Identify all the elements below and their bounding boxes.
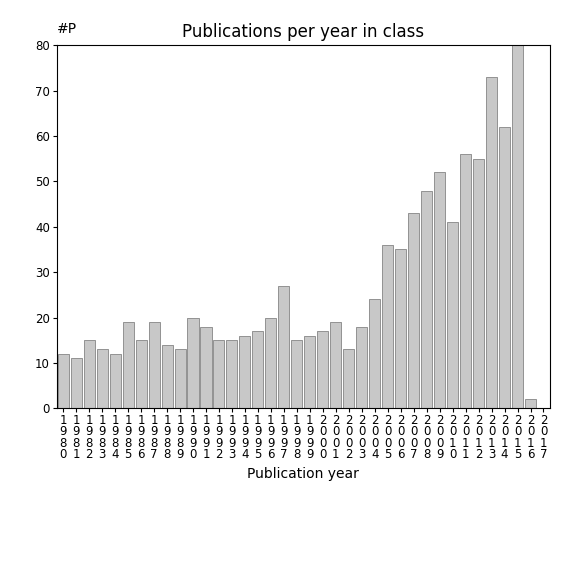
- Bar: [343, 349, 354, 408]
- Title: Publications per year in class: Publications per year in class: [182, 23, 425, 41]
- Bar: [473, 159, 484, 408]
- Bar: [278, 286, 289, 408]
- Bar: [58, 354, 69, 408]
- Bar: [421, 191, 432, 408]
- Bar: [213, 340, 225, 408]
- Bar: [96, 349, 108, 408]
- Bar: [136, 340, 147, 408]
- Bar: [265, 318, 276, 408]
- Bar: [460, 154, 471, 408]
- Bar: [71, 358, 82, 408]
- Bar: [331, 322, 341, 408]
- Bar: [318, 331, 328, 408]
- Bar: [486, 77, 497, 408]
- Bar: [447, 222, 458, 408]
- Bar: [162, 345, 172, 408]
- Bar: [252, 331, 264, 408]
- Bar: [434, 172, 445, 408]
- Bar: [382, 245, 393, 408]
- Bar: [512, 45, 523, 408]
- Bar: [356, 327, 367, 408]
- Bar: [201, 327, 211, 408]
- Bar: [149, 322, 159, 408]
- Bar: [369, 299, 380, 408]
- Bar: [499, 127, 510, 408]
- Bar: [525, 399, 536, 408]
- Bar: [304, 336, 315, 408]
- Bar: [395, 249, 406, 408]
- Bar: [408, 213, 419, 408]
- Bar: [226, 340, 238, 408]
- X-axis label: Publication year: Publication year: [247, 467, 359, 481]
- Bar: [175, 349, 185, 408]
- Text: #P: #P: [57, 22, 77, 36]
- Bar: [291, 340, 302, 408]
- Bar: [239, 336, 251, 408]
- Bar: [109, 354, 121, 408]
- Bar: [122, 322, 134, 408]
- Bar: [188, 318, 198, 408]
- Bar: [84, 340, 95, 408]
